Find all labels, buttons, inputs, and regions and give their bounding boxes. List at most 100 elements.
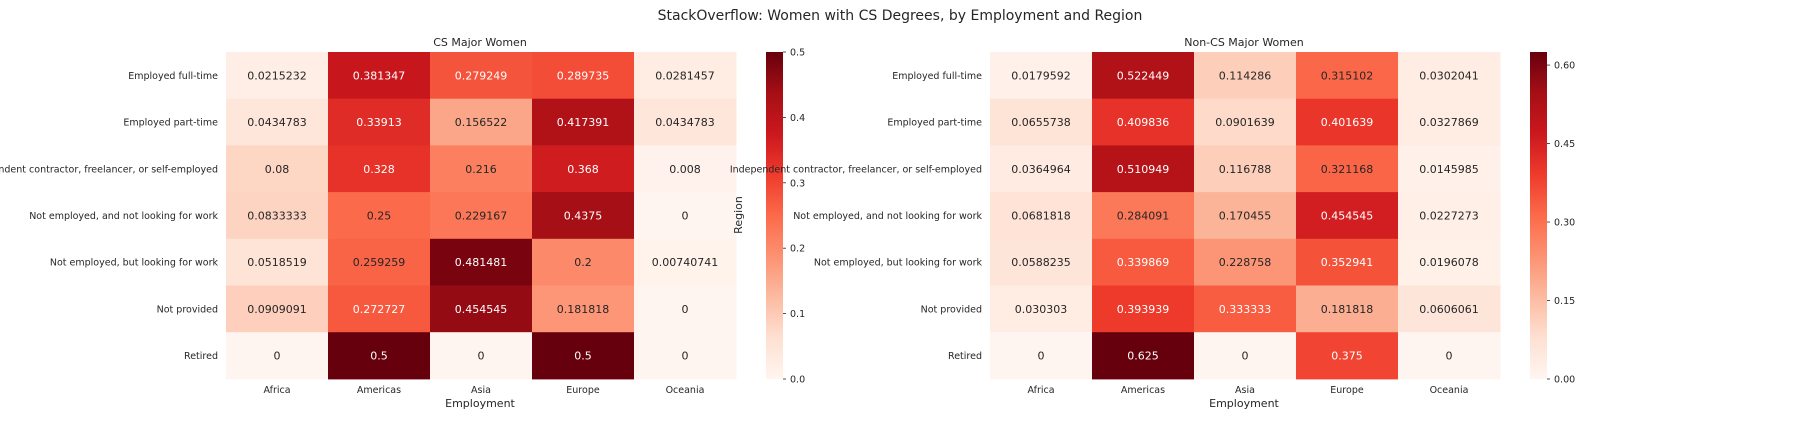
column-tick-label: Europe [1330,385,1364,396]
heatmap-cell [328,145,431,193]
row-tick-label: Employed part-time [123,118,218,129]
heatmap-cell [1398,145,1501,193]
heatmap-cell-labels: 0.0179592 0.522449 0.114286 0.315102 0.03020… [1011,69,1479,362]
cell-value-label: 0.417391 [557,116,610,129]
heatmap-cell [1398,98,1501,146]
colorbar-tick-label: 0.45 [1554,139,1575,150]
heatmap-cell [990,332,1093,380]
heatmap-cell [430,332,533,380]
heatmap-cell [1194,98,1297,146]
heatmap-non-cs-major-women: Non-CS Major Women 0.0179592 0.522449 0.11… [730,36,1575,410]
heatmap-cell [532,98,635,146]
x-axis-label: Employment [445,397,515,410]
cell-value-label: 0.289735 [557,69,610,82]
heatmap-cell [1296,332,1399,380]
cell-value-label: 0.481481 [455,256,508,269]
cell-value-label: 0.522449 [1117,69,1170,82]
colorbar-tick-label: 0.15 [1554,296,1575,307]
cell-value-label: 0.284091 [1117,209,1170,222]
cell-value-label: 0.454545 [1321,209,1374,222]
colorbar-tick-label: 0.00 [1554,375,1575,386]
heatmap-cell [1194,192,1297,240]
colorbar [766,52,783,379]
column-tick-label: Africa [1027,385,1054,396]
cell-value-label: 0 [682,350,689,363]
heatmap-cell [1398,238,1501,286]
cell-value-label: 0.0909091 [247,303,307,316]
heatmap-cell [634,192,737,240]
column-tick-label: Africa [263,385,290,396]
heatmap-title: Non-CS Major Women [1184,36,1304,49]
heatmap-cell [1296,52,1399,100]
cell-value-label: 0.0364964 [1011,163,1071,176]
colorbar-tick-label: 0.0 [790,375,805,386]
cell-value-label: 0.259259 [353,256,406,269]
colorbar [1530,52,1547,379]
heatmap-cell [226,238,329,286]
column-tick-label: Oceania [1430,385,1469,396]
heatmap-cell [1296,238,1399,286]
heatmap-cell [990,285,1093,333]
heatmap-cell [1296,145,1399,193]
heatmap-cell [532,285,635,333]
heatmap-cell [532,192,635,240]
heatmap-cell [1194,285,1297,333]
colorbar-tick-label: 0.1 [790,309,805,320]
heatmap-cell [1296,192,1399,240]
cell-value-label: 0.352941 [1321,256,1374,269]
heatmap-cell [634,52,737,100]
heatmap-cell [1398,285,1501,333]
heatmap-cells [990,52,1501,380]
colorbar-tick-label: 0.5 [790,48,805,59]
heatmap-cell [1092,332,1195,380]
cell-value-label: 0.409836 [1117,116,1170,129]
cell-value-label: 0 [274,350,281,363]
cell-value-label: 0.625 [1127,350,1159,363]
heatmap-cell [328,98,431,146]
row-tick-label: Not provided [921,304,982,315]
row-tick-label: Independent contractor, freelancer, or s… [0,164,218,175]
heatmap-cell [1092,145,1195,193]
cell-value-label: 0.0302041 [1419,69,1479,82]
cell-value-label: 0.0227273 [1419,209,1479,222]
cell-value-label: 0.00740741 [652,256,718,269]
heatmap-cell [1092,192,1195,240]
cell-value-label: 0.0434783 [247,116,307,129]
heatmap-cs-major-women: CS Major Women 0.0215232 0.381347 0.279249… [0,36,805,410]
heatmap-cells [226,52,737,380]
cell-value-label: 0.228758 [1219,256,1272,269]
heatmap-cell [1296,98,1399,146]
row-tick-label: Retired [184,351,218,362]
cell-value-label: 0.0681818 [1011,209,1071,222]
cell-value-label: 0 [1446,350,1453,363]
heatmap-cell [532,332,635,380]
heatmap-cell [430,145,533,193]
cell-value-label: 0.33913 [356,116,402,129]
heatmap-cell [430,285,533,333]
row-tick-label: Employed part-time [887,118,982,129]
cell-value-label: 0.454545 [455,303,508,316]
cell-value-label: 0.25 [367,209,392,222]
cell-value-label: 0.5 [574,350,592,363]
cell-value-label: 0.030303 [1015,303,1068,316]
heatmap-cell [1092,285,1195,333]
cell-value-label: 0.4375 [564,209,603,222]
heatmap-cell [1398,52,1501,100]
heatmap-cell [634,238,737,286]
cell-value-label: 0 [682,303,689,316]
heatmap-cell [1296,285,1399,333]
cell-value-label: 0.315102 [1321,69,1374,82]
figure-suptitle: StackOverflow: Women with CS Degrees, by… [658,8,1143,24]
y-axis-label: Region [732,196,745,234]
row-tick-label: Not employed, and not looking for work [793,211,982,222]
row-tick-label: Retired [948,351,982,362]
cell-value-label: 0.339869 [1117,256,1170,269]
cell-value-label: 0.0833333 [247,209,307,222]
row-tick-label: Not provided [157,304,218,315]
cell-value-label: 0.156522 [455,116,508,129]
heatmap-cell [1194,238,1297,286]
cell-value-label: 0.0196078 [1419,256,1479,269]
cell-value-label: 0.181818 [557,303,610,316]
cell-value-label: 0.2 [574,256,592,269]
cell-value-label: 0.272727 [353,303,406,316]
